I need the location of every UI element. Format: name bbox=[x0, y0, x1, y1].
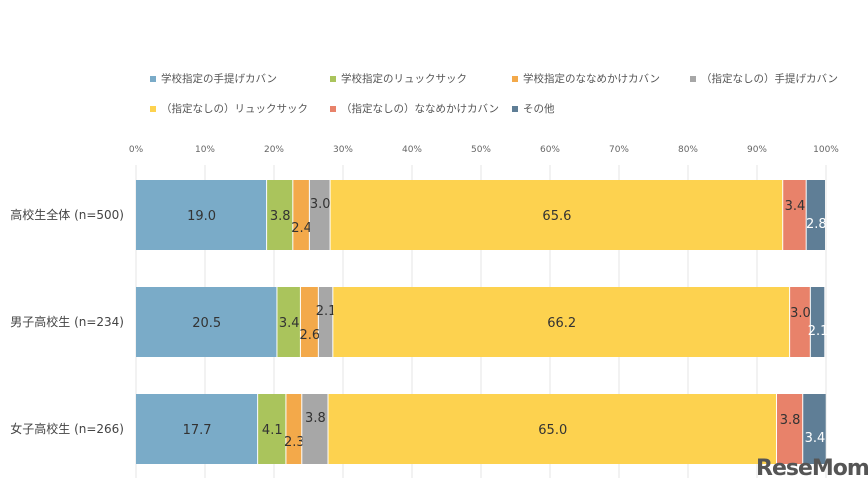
data-label: 3.4 bbox=[805, 431, 826, 446]
bar-segment bbox=[302, 394, 328, 464]
data-label: 2.1 bbox=[808, 324, 829, 339]
x-tick-label: 30% bbox=[333, 145, 353, 155]
legend-label: 学校指定の手提げカバン bbox=[161, 73, 278, 85]
legend-item: 学校指定のリュックサック bbox=[330, 71, 467, 86]
data-label: 2.6 bbox=[300, 328, 321, 343]
category-label: 女子高校生 (n=266) bbox=[10, 421, 124, 436]
data-label: 65.6 bbox=[542, 209, 571, 224]
legend-swatch bbox=[150, 75, 156, 82]
bar-segment bbox=[328, 394, 777, 464]
bar-segment bbox=[136, 180, 267, 250]
data-label: 3.4 bbox=[279, 316, 300, 331]
x-tick-label: 90% bbox=[747, 145, 767, 155]
bar-segment bbox=[783, 180, 806, 250]
bar-segment bbox=[300, 287, 318, 357]
data-label: 2.1 bbox=[316, 304, 337, 319]
legend-swatch bbox=[690, 75, 696, 82]
legend-swatch bbox=[512, 105, 518, 112]
data-label: 3.0 bbox=[310, 197, 331, 212]
x-tick-label: 100% bbox=[813, 145, 839, 155]
legend-item: 学校指定の手提げカバン bbox=[150, 71, 277, 86]
x-tick-label: 70% bbox=[609, 145, 629, 155]
legend-label: 学校指定のリュックサック bbox=[341, 73, 467, 85]
legend-label: 学校指定のななめかけカバン bbox=[523, 73, 661, 85]
data-label: 2.8 bbox=[806, 217, 827, 232]
legend-item: （指定なしの）ななめかけカバン bbox=[330, 101, 499, 116]
data-label: 19.0 bbox=[187, 209, 216, 224]
bar-segment bbox=[790, 287, 810, 357]
data-label: 3.8 bbox=[305, 411, 326, 426]
bar-segment bbox=[136, 287, 277, 357]
data-label: 3.8 bbox=[780, 413, 801, 428]
x-tick-label: 10% bbox=[195, 145, 215, 155]
category-label: 高校生全体 (n=500) bbox=[10, 207, 124, 222]
bar-segment bbox=[330, 180, 783, 250]
bar-segment bbox=[777, 394, 803, 464]
bar-segment bbox=[810, 287, 825, 357]
data-label: 20.5 bbox=[192, 316, 221, 331]
legend-item: 学校指定のななめかけカバン bbox=[512, 71, 660, 86]
bar-segment bbox=[277, 287, 300, 357]
bar-segment bbox=[333, 287, 790, 357]
legend-label: その他 bbox=[523, 103, 555, 115]
data-label: 66.2 bbox=[547, 316, 576, 331]
bar-segment bbox=[318, 287, 333, 357]
data-label: 2.4 bbox=[291, 221, 312, 236]
legend-swatch bbox=[330, 105, 336, 112]
legend-swatch bbox=[150, 105, 156, 112]
bar-segment bbox=[267, 180, 293, 250]
data-label: 17.7 bbox=[183, 423, 212, 438]
data-label: 4.1 bbox=[262, 423, 283, 438]
legend-item: （指定なしの）リュックサック bbox=[150, 101, 308, 116]
x-tick-label: 40% bbox=[402, 145, 422, 155]
legend-label: （指定なしの）手提げカバン bbox=[701, 73, 839, 85]
data-label: 3.4 bbox=[785, 199, 806, 214]
data-label: 3.0 bbox=[790, 306, 811, 321]
resemom-logo: ReseMom bbox=[756, 456, 868, 481]
bar-segment bbox=[258, 394, 286, 464]
x-tick-label: 50% bbox=[471, 145, 491, 155]
bar-segment bbox=[136, 394, 258, 464]
legend-item: （指定なしの）手提げカバン bbox=[690, 71, 838, 86]
x-tick-label: 0% bbox=[129, 145, 144, 155]
bar-segment bbox=[806, 180, 825, 250]
x-tick-label: 60% bbox=[540, 145, 560, 155]
data-label: 2.3 bbox=[284, 435, 305, 450]
legend-item: その他 bbox=[512, 101, 555, 116]
bar-segment bbox=[309, 180, 330, 250]
bar-segment bbox=[803, 394, 826, 464]
legend-swatch bbox=[512, 75, 518, 82]
bar-segment bbox=[286, 394, 302, 464]
x-tick-label: 20% bbox=[264, 145, 284, 155]
bar-segment bbox=[293, 180, 309, 250]
data-label: 65.0 bbox=[538, 423, 567, 438]
legend-label: （指定なしの）リュックサック bbox=[161, 103, 308, 115]
legend-label: （指定なしの）ななめかけカバン bbox=[341, 103, 500, 115]
x-tick-label: 80% bbox=[678, 145, 698, 155]
legend-swatch bbox=[330, 75, 336, 82]
category-label: 男子高校生 (n=234) bbox=[10, 314, 124, 329]
data-label: 3.8 bbox=[270, 209, 291, 224]
